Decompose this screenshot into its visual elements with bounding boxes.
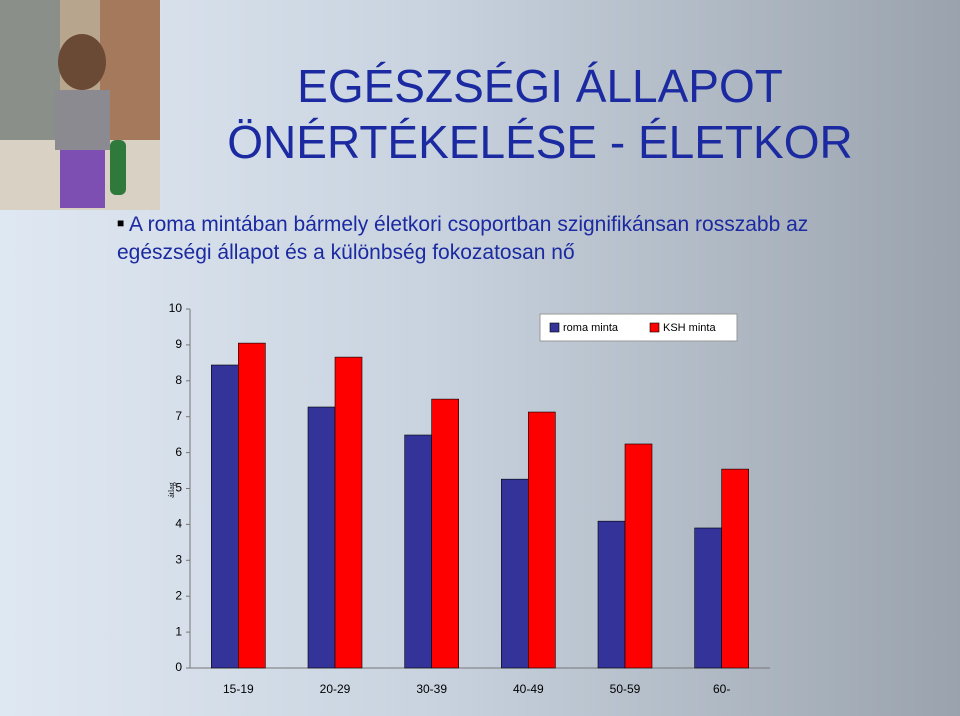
bar — [431, 398, 459, 669]
y-tick-label: 7 — [175, 409, 182, 423]
bar — [211, 364, 239, 669]
y-tick-label: 2 — [175, 588, 182, 602]
bullet-text: egészségi állapot és a különbség fokozat… — [117, 241, 575, 264]
x-tick-label: 60- — [713, 682, 730, 696]
legend-swatch — [649, 322, 660, 333]
bar — [597, 520, 626, 669]
bar — [624, 443, 653, 669]
x-tick-label: 40-49 — [513, 682, 544, 696]
bar — [238, 342, 266, 669]
legend-label: KSH minta — [663, 322, 716, 334]
y-tick-label: 8 — [175, 373, 182, 387]
bar — [528, 411, 556, 669]
y-tick-label: 5 — [175, 481, 182, 495]
y-tick-label: 10 — [169, 301, 183, 315]
bullet-line: A roma mintában bármely életkori csoport… — [128, 213, 809, 236]
y-tick-label: 9 — [175, 337, 182, 351]
title-line: EGÉSZSÉGI ÁLLAPOT — [297, 60, 783, 112]
legend-box — [539, 313, 738, 342]
legend-label: roma minta — [563, 322, 619, 334]
bar — [334, 356, 363, 669]
x-tick-label: 20-29 — [320, 682, 351, 696]
x-tick-label: 15-19 — [223, 682, 254, 696]
y-axis-label: átlag — [167, 482, 176, 498]
y-tick-label: 1 — [175, 624, 182, 638]
bullet-text: ■ A roma mintában bármely életkori csopo… — [117, 213, 809, 236]
bar — [404, 434, 432, 669]
x-tick-label: 30-39 — [416, 682, 447, 696]
title-line: ÖNÉRTÉKELÉSE - ÉLETKOR — [227, 116, 853, 168]
bar — [501, 478, 529, 669]
x-tick-label: 50-59 — [610, 682, 641, 696]
y-tick-label: 3 — [175, 552, 182, 566]
bar — [694, 527, 722, 669]
y-tick-label: 4 — [175, 517, 182, 531]
y-tick-label: 0 — [175, 660, 182, 674]
bar — [721, 468, 749, 669]
bar — [307, 406, 336, 669]
photo — [0, 0, 160, 210]
legend-swatch — [549, 322, 560, 333]
y-tick-label: 6 — [175, 445, 182, 459]
